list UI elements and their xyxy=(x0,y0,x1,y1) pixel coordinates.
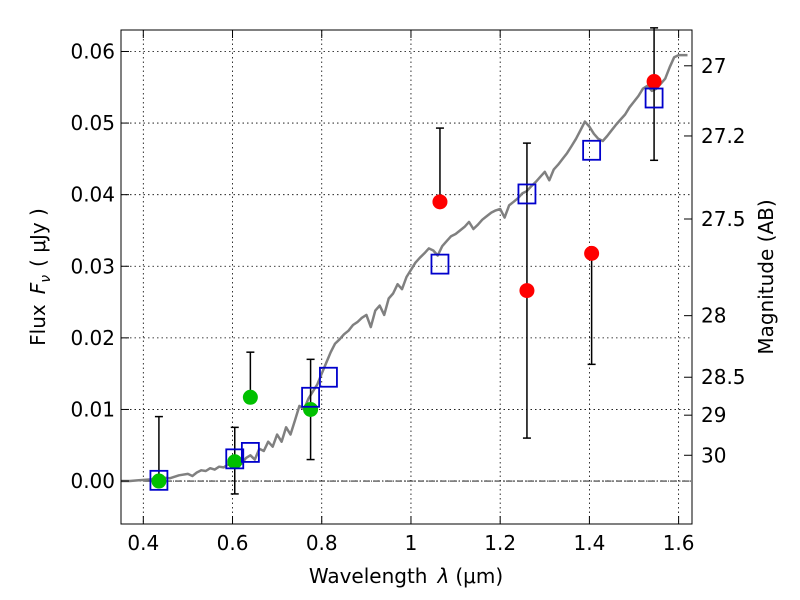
x-tick-label: 0.8 xyxy=(306,531,338,555)
y-tick-label: 0.03 xyxy=(70,254,115,278)
model-photometry-square xyxy=(430,253,450,275)
x-axis-label-unit: (μm) xyxy=(455,564,503,588)
x-tick-label: 1.2 xyxy=(484,531,516,555)
data-point xyxy=(227,454,243,470)
data-point xyxy=(242,389,258,405)
data-point xyxy=(584,245,600,261)
plot-frame xyxy=(120,29,693,525)
model-photometry-square xyxy=(240,442,260,463)
y-tick-label: 0.01 xyxy=(70,397,115,421)
model-photometry-square xyxy=(301,386,320,408)
y-axis-label-prefix: Flux xyxy=(26,304,50,346)
right-tick-label: 27.2 xyxy=(701,124,746,148)
y-tick-label: 0.04 xyxy=(70,183,115,207)
right-tick-label: 28.5 xyxy=(701,365,746,389)
x-tick-label: 0.4 xyxy=(127,531,159,555)
x-axis-label-prefix: Wavelength xyxy=(309,564,428,588)
right-tick-label: 27 xyxy=(701,54,726,78)
right-tick-label: 30 xyxy=(701,443,726,467)
model-photometry-square xyxy=(149,469,169,491)
y-axis-label-subscript: ν xyxy=(38,275,54,283)
right-tick-label: 27.5 xyxy=(701,207,746,231)
x-axis-label-symbol: λ xyxy=(437,564,450,588)
data-point xyxy=(151,473,167,489)
model-photometry-square xyxy=(225,448,245,470)
model-photometry-square xyxy=(582,139,602,161)
x-tick-label: 0.6 xyxy=(217,531,249,555)
data-point xyxy=(432,194,448,210)
right-tick-label: 28 xyxy=(701,304,726,328)
y-tick-label: 0.06 xyxy=(70,39,115,63)
y-axis-label: Flux Fν ( μJy ) xyxy=(26,208,54,346)
data-point xyxy=(303,401,319,417)
model-photometry-square xyxy=(517,183,537,205)
y-axis-label-unit: ( μJy ) xyxy=(26,208,50,267)
x-tick-label: 1.4 xyxy=(573,531,605,555)
x-tick-label: 1 xyxy=(405,531,418,555)
tick-layer: 0.4 0.6 0.8 1 1.2 1.4 1.6 0.00 0.01 0.02 0.03 0.04 0… xyxy=(70,30,746,555)
x-tick-label: 1.6 xyxy=(663,531,695,555)
data-point xyxy=(519,283,535,299)
y-axis-label-symbol: F xyxy=(26,282,50,294)
y-tick-label: 0.02 xyxy=(70,326,115,350)
x-axis-label: Wavelength λ (μm) xyxy=(309,564,503,588)
model-photometry-square xyxy=(644,87,664,109)
grid xyxy=(121,30,692,524)
right-axis-label: Magnitude (AB) xyxy=(754,199,778,354)
data-point xyxy=(646,74,662,90)
model-photometry-square xyxy=(319,366,338,388)
y-tick-label: 0.00 xyxy=(70,469,115,493)
right-tick-label: 29 xyxy=(701,403,726,427)
y-tick-label: 0.05 xyxy=(70,111,115,135)
marker-layer xyxy=(149,74,664,491)
